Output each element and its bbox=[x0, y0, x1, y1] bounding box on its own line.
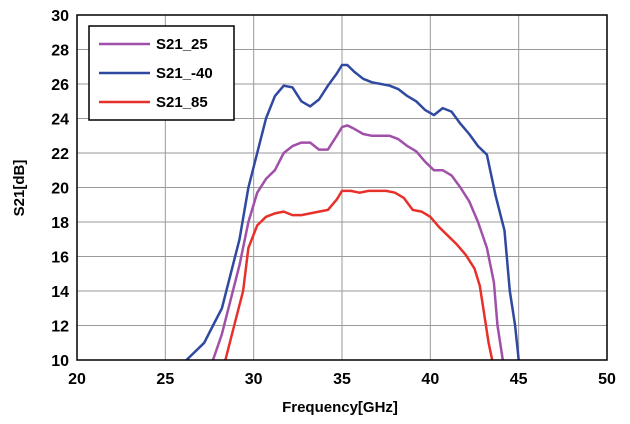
x-tick-label: 45 bbox=[510, 371, 528, 388]
y-tick-label: 24 bbox=[51, 112, 69, 129]
legend-label-s21-85: S21_85 bbox=[156, 94, 208, 111]
x-tick-label: 25 bbox=[156, 371, 174, 388]
legend-label-s21-25: S21_25 bbox=[156, 36, 208, 53]
x-axis-title: Frequency[GHz] bbox=[282, 399, 398, 416]
series-line-s21-85 bbox=[224, 189, 494, 361]
y-tick-label: 26 bbox=[51, 77, 69, 94]
x-tick-label: 30 bbox=[245, 371, 263, 388]
plot-frame bbox=[76, 14, 608, 361]
legend: S21_25 S21_-40 S21_85 bbox=[88, 25, 235, 121]
y-tick-label: 22 bbox=[51, 146, 69, 163]
tick-labels: 20 25 30 35 40 45 50 10 12 14 16 18 20 22 24 26 28 30 bbox=[51, 8, 616, 388]
y-tick-label: 14 bbox=[51, 284, 69, 301]
x-tick-label: 40 bbox=[421, 371, 439, 388]
y-tick-label: 20 bbox=[51, 181, 69, 198]
y-tick-label: 16 bbox=[51, 250, 69, 267]
y-tick-label: 28 bbox=[51, 43, 69, 60]
y-axis-title: S21[dB] bbox=[11, 160, 28, 217]
legend-label-s21-minus40: S21_-40 bbox=[156, 65, 213, 82]
series-layer bbox=[185, 63, 520, 361]
y-tick-label: 12 bbox=[51, 319, 69, 336]
x-tick-label: 35 bbox=[333, 371, 351, 388]
y-tick-label: 30 bbox=[51, 8, 69, 25]
y-tick-label: 18 bbox=[51, 215, 69, 232]
series-line-s21-40 bbox=[185, 63, 520, 361]
x-tick-label: 20 bbox=[68, 371, 86, 388]
series-line-s21-25 bbox=[211, 124, 505, 361]
y-tick-label: 10 bbox=[51, 353, 69, 370]
x-tick-label: 50 bbox=[598, 371, 616, 388]
